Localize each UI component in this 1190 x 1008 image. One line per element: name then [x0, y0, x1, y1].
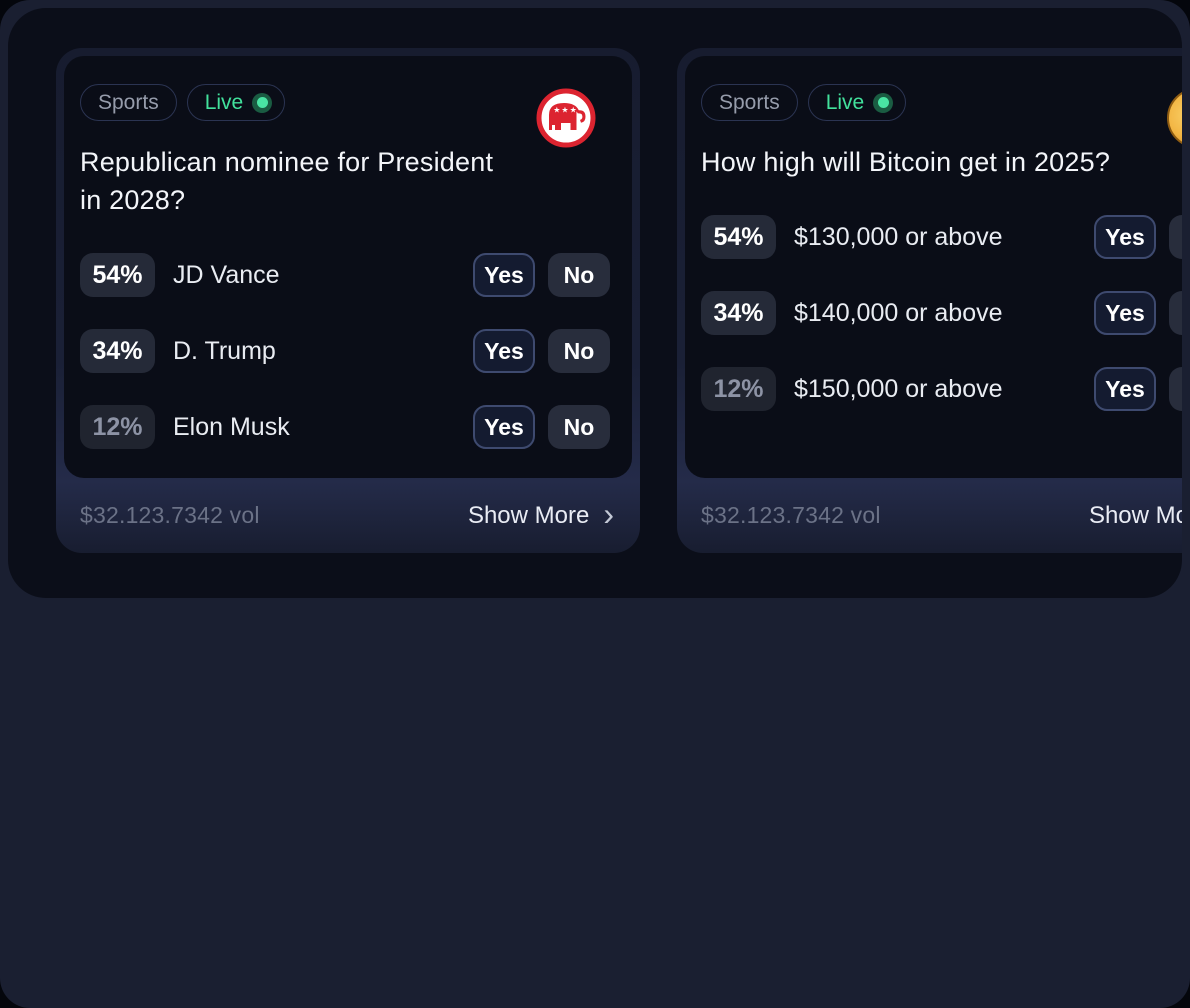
show-more-label: Show More	[467, 501, 590, 529]
volume-text: $32.123.7342 vol	[701, 502, 881, 528]
category-badge-label: Sports	[98, 90, 159, 114]
no-button[interactable]: No	[1169, 291, 1182, 335]
market-card-republican-nominee[interactable]: Sports Live ★★★ Republican nominee for P…	[56, 48, 640, 553]
no-button[interactable]: No	[1169, 367, 1182, 411]
market-cards-row: Sports Live ★★★ Republican nominee for P…	[56, 48, 1182, 553]
market-title: Republican nominee for President in 2028…	[80, 147, 494, 215]
option-label: JD Vance	[173, 260, 280, 289]
no-button[interactable]: No	[548, 405, 610, 449]
no-button[interactable]: No	[548, 253, 610, 297]
show-more-label: Show More	[1088, 501, 1182, 529]
markets-panel: Sports Live ★★★ Republican nominee for P…	[8, 8, 1182, 598]
market-card-bitcoin-high[interactable]: Sports Live How high will Bitcoin get in…	[677, 48, 1182, 553]
options-list: 54% $130,000 or above Yes No 34% $140,00…	[701, 215, 1182, 411]
live-badge: Live	[186, 84, 286, 121]
card-footer: $32.123.7342 vol Show More ›	[677, 478, 1182, 553]
yes-button[interactable]: Yes	[1094, 291, 1156, 335]
probability-chip: 12%	[80, 405, 155, 449]
yes-button[interactable]: Yes	[1094, 367, 1156, 411]
probability-chip: 54%	[701, 215, 776, 259]
category-badge: Sports	[701, 84, 798, 121]
probability-chip: 34%	[80, 329, 155, 373]
option-row: 12% Elon Musk Yes No	[80, 405, 610, 449]
yes-button[interactable]: Yes	[1094, 215, 1156, 259]
probability-chip: 34%	[701, 291, 776, 335]
yes-button[interactable]: Yes	[473, 405, 535, 449]
no-button[interactable]: No	[548, 329, 610, 373]
option-label: Elon Musk	[173, 412, 290, 441]
market-card-body: Sports Live How high will Bitcoin get in…	[685, 56, 1182, 478]
market-title: How high will Bitcoin get in 2025?	[701, 147, 1111, 177]
yes-button[interactable]: Yes	[473, 329, 535, 373]
live-dot-icon	[873, 92, 894, 113]
category-badge: Sports	[80, 84, 177, 121]
options-list: 54% JD Vance Yes No 34% D. Trump Yes No	[80, 253, 610, 449]
option-row: 34% D. Trump Yes No	[80, 329, 610, 373]
chevron-right-icon: ›	[603, 496, 614, 532]
card-footer: $32.123.7342 vol Show More ›	[56, 478, 640, 553]
option-row: 12% $150,000 or above Yes No	[701, 367, 1182, 411]
live-badge-label: Live	[825, 90, 865, 114]
badge-row: Sports Live	[80, 84, 610, 121]
category-badge-label: Sports	[719, 90, 780, 114]
option-row: 34% $140,000 or above Yes No	[701, 291, 1182, 335]
yes-button[interactable]: Yes	[473, 253, 535, 297]
republican-elephant-icon: ★★★	[536, 88, 596, 148]
option-label: D. Trump	[173, 336, 276, 365]
market-card-body: Sports Live ★★★ Republican nominee for P…	[64, 56, 632, 478]
live-badge-label: Live	[204, 90, 244, 114]
option-row: 54% $130,000 or above Yes No	[701, 215, 1182, 259]
option-label: $150,000 or above	[794, 374, 1003, 403]
probability-chip: 12%	[701, 367, 776, 411]
volume-text: $32.123.7342 vol	[80, 502, 260, 528]
svg-text:★★★: ★★★	[553, 106, 578, 115]
option-label: $140,000 or above	[794, 298, 1003, 327]
no-button[interactable]: No	[1169, 215, 1182, 259]
live-badge: Live	[807, 84, 907, 121]
option-label: $130,000 or above	[794, 222, 1003, 251]
option-row: 54% JD Vance Yes No	[80, 253, 610, 297]
badge-row: Sports Live	[701, 84, 1182, 121]
show-more-button[interactable]: Show More ›	[467, 496, 614, 532]
probability-chip: 54%	[80, 253, 155, 297]
live-dot-icon	[252, 92, 273, 113]
show-more-button[interactable]: Show More ›	[1089, 501, 1182, 530]
